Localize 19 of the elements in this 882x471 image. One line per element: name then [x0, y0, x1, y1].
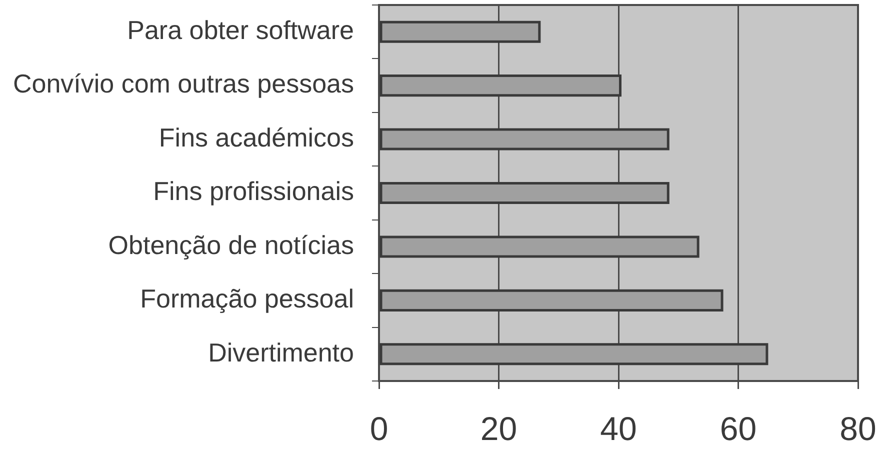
- y-tick-label: Convívio com outras pessoas: [12, 68, 354, 99]
- x-tick-label: 40: [600, 410, 637, 447]
- y-tick-label: Para obter software: [127, 15, 354, 46]
- bar: [380, 128, 670, 150]
- bar: [380, 182, 670, 204]
- y-tick-label: Obtenção de notícias: [108, 230, 354, 260]
- x-tick-label: 20: [480, 410, 518, 447]
- bar: [380, 236, 700, 258]
- y-tick-label: Fins académicos: [158, 122, 354, 152]
- y-tick-label: Fins profissionais: [153, 176, 354, 206]
- bar: [380, 289, 724, 312]
- bar: [380, 343, 768, 366]
- y-tick-label: Formação pessoal: [140, 284, 354, 314]
- bar: [380, 20, 541, 43]
- bar: [380, 74, 622, 97]
- x-tick-label: 60: [720, 410, 757, 447]
- x-tick-label: 0: [370, 410, 388, 447]
- x-tick-label: 80: [840, 410, 876, 447]
- y-tick-label: Divertimento: [208, 337, 354, 368]
